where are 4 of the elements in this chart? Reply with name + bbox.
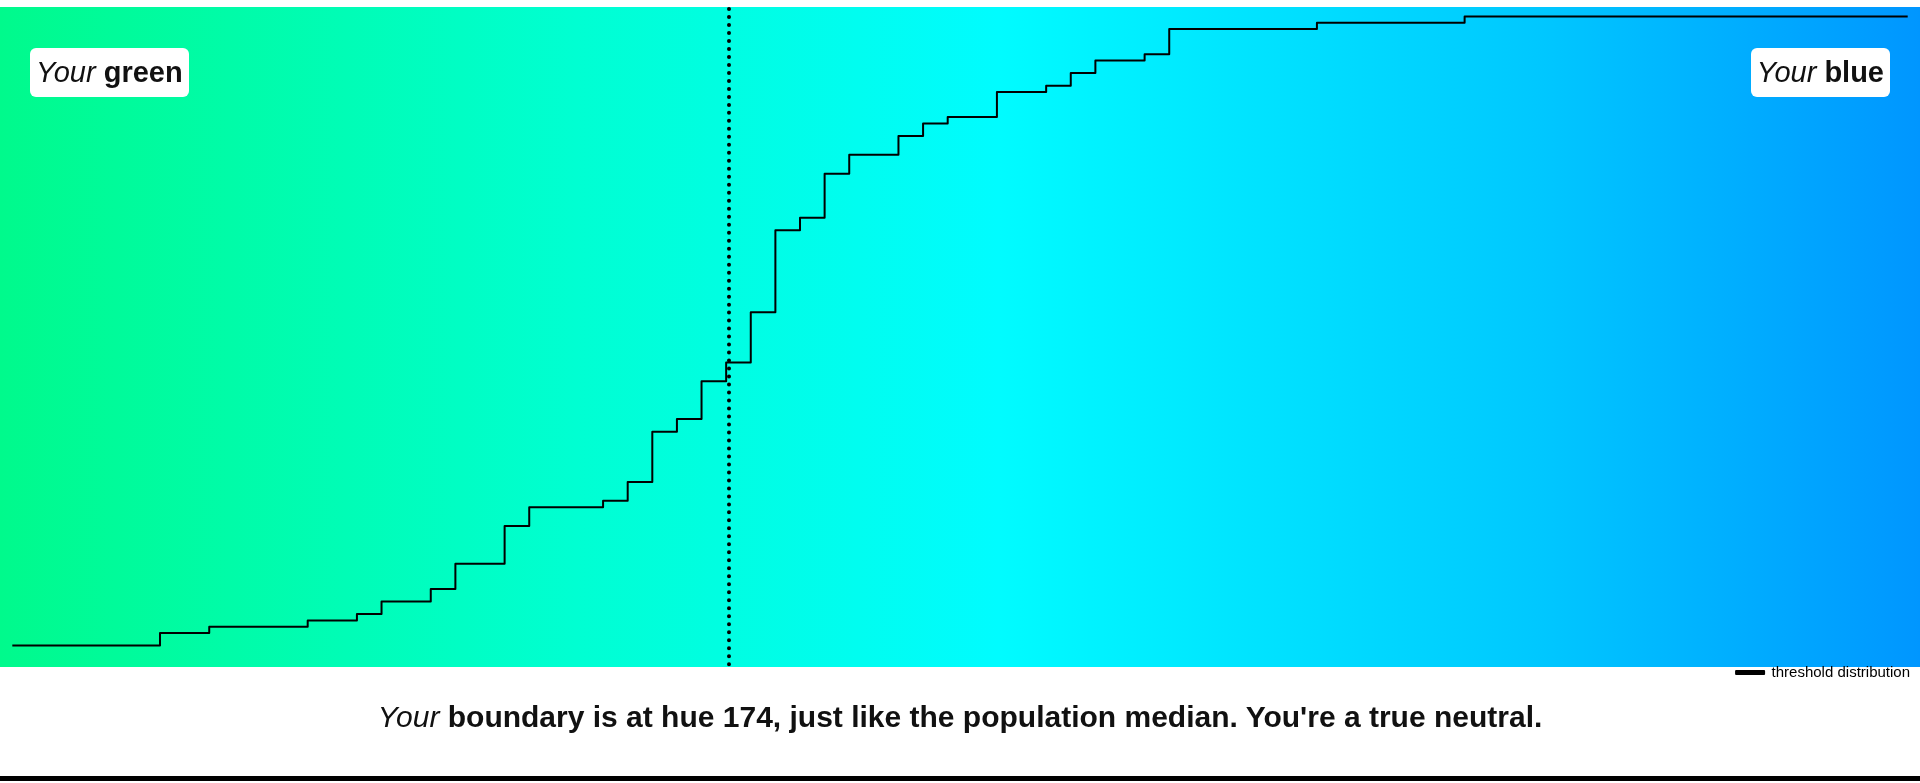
- annotation: Your green: [36, 56, 183, 88]
- legend-label: threshold distribution: [1771, 662, 1911, 680]
- annotation: Your blue: [1756, 56, 1884, 88]
- text: Your boundary is at hue 174, just like the population median. You're a true neutral.: [377, 700, 1543, 733]
